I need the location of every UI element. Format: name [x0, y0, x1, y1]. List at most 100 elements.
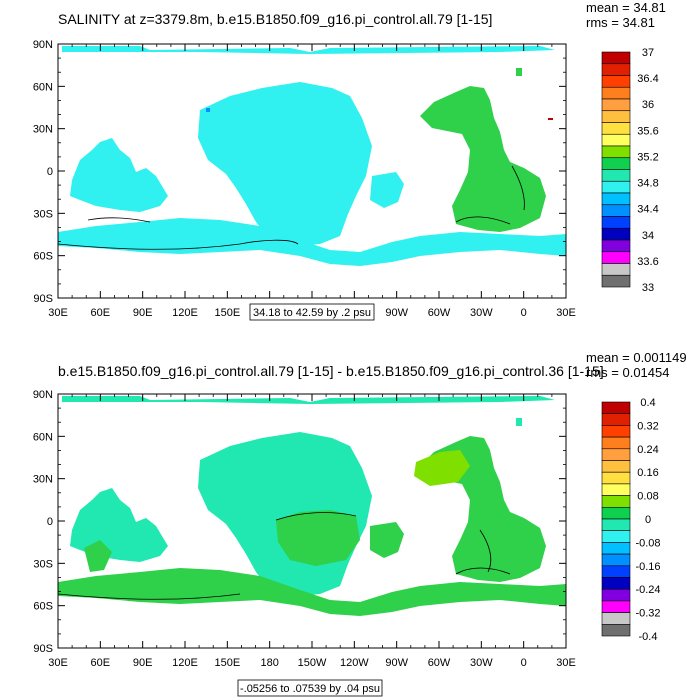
colorbar-label: 35.2	[637, 151, 658, 163]
x-tick-label: 120W	[340, 657, 369, 669]
panel-2-colorbar: 0.4 0.32 0.24 0.16 0.08 0 -0.08 -0.16 -0.24 -0.32…	[601, 397, 661, 643]
x-tick-label: 150E	[214, 657, 240, 669]
x-tick-label: 120E	[172, 307, 198, 319]
colorbar-label: 0.08	[637, 491, 658, 503]
colorbar-swatch	[601, 110, 631, 123]
colorbar-label: 0.24	[637, 444, 658, 456]
panel-1-title: SALINITY at z=3379.8m, b.e15.B1850.f09_g…	[58, 11, 492, 27]
x-tick-label: 60E	[91, 307, 111, 319]
colorbar-swatch	[601, 204, 631, 217]
x-tick-label: 30E	[48, 657, 68, 669]
colorbar-swatch	[601, 565, 631, 578]
colorbar-swatch	[601, 471, 631, 485]
y-tick-label: 0	[47, 166, 53, 178]
x-tick-label: 0	[521, 657, 527, 669]
colorbar-label: 0.32	[637, 420, 658, 432]
ocean-region-indian	[70, 138, 168, 212]
colorbar-swatch	[601, 600, 631, 613]
colorbar-swatch	[601, 157, 631, 170]
colorbar-swatch	[601, 274, 631, 288]
colorbar-swatch	[601, 460, 631, 473]
panel-2-axes: 30E 60E 90E 120E 150E 180 150W 120W 90W 60W 30W 0 30…	[33, 389, 576, 669]
colorbar-swatch	[601, 413, 631, 426]
colorbar-swatch	[601, 623, 631, 637]
colorbar-swatch	[601, 145, 631, 159]
y-tick-label: 90N	[33, 39, 53, 51]
x-tick-label: 0	[521, 307, 527, 319]
colorbar-swatch	[601, 51, 631, 65]
colorbar-swatch	[601, 542, 631, 555]
colorbar-label: -0.32	[635, 608, 660, 620]
x-tick-label: 30E	[48, 307, 68, 319]
x-tick-label: 90E	[133, 657, 153, 669]
colorbar-label: 34.8	[637, 178, 658, 190]
y-tick-label: 0	[47, 516, 53, 528]
diff-region-pacific-green	[276, 510, 360, 566]
panel-1: SALINITY at z=3379.8m, b.e15.B1850.f09_g…	[33, 0, 666, 321]
ocean-region-southern	[58, 218, 566, 266]
colorbar-swatch	[601, 133, 631, 147]
diff-region-indian-green	[84, 540, 112, 572]
colorbar-label: -0.16	[635, 561, 660, 573]
y-tick-label: 60N	[33, 431, 53, 443]
colorbar-swatch	[601, 251, 631, 264]
colorbar-swatch	[601, 401, 631, 414]
panel-2-field	[58, 396, 566, 616]
y-tick-label: 60S	[33, 601, 53, 613]
panel-1-field	[58, 46, 566, 266]
colorbar-label: 37	[642, 47, 654, 59]
colorbar-label: -0.08	[635, 537, 660, 549]
colorbar-swatch	[601, 483, 631, 496]
panel-2-mean: mean = 0.001149	[586, 350, 687, 365]
colorbar-label: 36.4	[637, 73, 658, 85]
x-tick-label: 150W	[298, 657, 327, 669]
colorbar-swatch	[601, 75, 631, 88]
colorbar-swatch	[601, 506, 631, 520]
panel-2-title: b.e15.B1850.f09_g16.pi_control.all.79 [1…	[58, 363, 604, 379]
colorbar-swatch	[601, 612, 631, 625]
x-tick-label: 180	[260, 657, 278, 669]
colorbar-swatch	[601, 192, 631, 206]
colorbar-swatch	[601, 227, 631, 241]
ocean-region-arctic	[62, 46, 555, 54]
diff-region-east-pacific	[370, 522, 404, 558]
panel-1-rms: rms = 34.81	[586, 15, 655, 30]
diff-region-southern	[58, 568, 566, 616]
colorbar-swatch	[601, 180, 631, 194]
colorbar-swatch	[601, 530, 631, 543]
y-tick-label: 30S	[33, 558, 53, 570]
panel-1-contour-info: 34.18 to 42.59 by .2 psu	[253, 307, 371, 319]
colorbar-label: 33.6	[637, 256, 658, 268]
x-tick-label: 120E	[172, 657, 198, 669]
y-tick-label: 90N	[33, 389, 53, 401]
colorbar-swatch	[601, 169, 631, 182]
colorbar-swatch	[601, 588, 631, 602]
y-tick-label: 30N	[33, 474, 53, 486]
colorbar-swatch	[601, 216, 631, 229]
colorbar-swatch	[601, 553, 631, 567]
x-tick-label: 30W	[470, 657, 493, 669]
colorbar-swatch	[601, 63, 631, 76]
colorbar-label: -0.4	[639, 631, 658, 643]
colorbar-swatch	[601, 263, 631, 276]
colorbar-swatch	[601, 436, 631, 450]
colorbar-label: 35.6	[637, 125, 658, 137]
x-tick-label: 90W	[385, 307, 408, 319]
ocean-region-pacific	[198, 82, 372, 246]
ocean-region-atlantic	[420, 86, 546, 232]
colorbar-swatch	[601, 577, 631, 590]
x-tick-label: 90E	[133, 307, 153, 319]
panel-1-contour-info-box	[249, 303, 375, 321]
panel-1-colorbar: 37 36.4 36 35.6 35.2 34.8 34.4 34 33.6 33	[601, 47, 659, 294]
colorbar-label: 34	[642, 230, 654, 242]
panel-2-contour-info-box	[237, 679, 383, 697]
y-tick-label: 60N	[33, 81, 53, 93]
colorbar-swatch	[601, 98, 631, 112]
diff-region-indian	[70, 488, 168, 562]
panel-2: b.e15.B1850.f09_g16.pi_control.all.79 [1…	[33, 350, 687, 697]
colorbar-label: 34.4	[637, 204, 658, 216]
colorbar-swatch	[601, 495, 631, 508]
diff-region-north-atlantic	[414, 450, 470, 486]
diff-region-arctic	[62, 396, 555, 404]
y-tick-label: 30S	[33, 208, 53, 220]
